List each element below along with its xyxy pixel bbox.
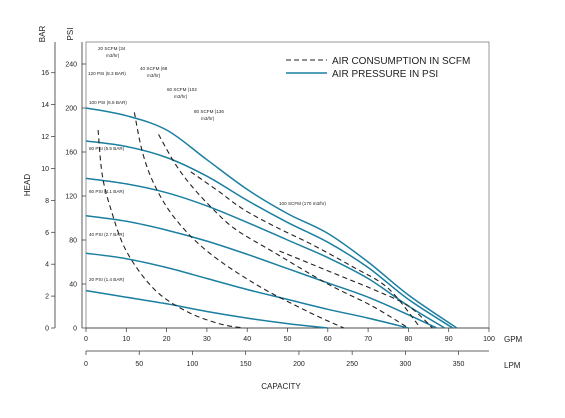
x-axis-unit-gpm: GPM <box>504 335 523 344</box>
air-consumption-curve-7 <box>133 112 345 329</box>
x2-tick-label: 350 <box>453 361 465 368</box>
y-psi-tick-label: 200 <box>65 106 77 113</box>
x-axis-title: CAPACITY <box>261 382 301 391</box>
y-bar-tick-label: 12 <box>41 134 49 141</box>
curve-label-line2: m3/hr) <box>106 53 120 58</box>
y-psi-tick-label: 40 <box>69 282 77 289</box>
curve-label: 20 PSI (1.4 BAR) <box>89 277 125 282</box>
y-bar-tick-label: 16 <box>41 70 49 77</box>
legend-label-air-pressure: AIR PRESSURE IN PSI <box>332 69 438 80</box>
curve-label: 100 PSI (6.8 BAR) <box>89 100 127 105</box>
x-tick-label: 70 <box>364 336 372 343</box>
y-bar-tick-label: 14 <box>41 102 49 109</box>
curve-label: 20 SCFM (34 <box>98 46 126 51</box>
x-tick-label: 50 <box>284 336 292 343</box>
y-axis-unit-bar: BAR <box>38 26 47 43</box>
legend-label-air-consumption: AIR CONSUMPTION IN SCFM <box>332 56 470 67</box>
air-consumption-curve-10 <box>279 250 433 329</box>
y-bar-tick-label: 0 <box>45 326 49 333</box>
x2-tick-label: 50 <box>135 361 143 368</box>
y-axis-unit-psi: PSI <box>66 28 75 41</box>
y-bar-tick-label: 4 <box>45 262 49 269</box>
y-bar-tick-label: 8 <box>45 198 49 205</box>
x2-tick-label: 150 <box>240 361 252 368</box>
x-tick-label: 40 <box>243 336 251 343</box>
y-bar-tick-label: 10 <box>41 166 49 173</box>
x-tick-label: 20 <box>163 336 171 343</box>
x-tick-label: 90 <box>445 336 453 343</box>
curve-label: 80 SCFM (136 <box>194 109 224 114</box>
left-axis <box>54 42 83 328</box>
curve-label: 40 PSI (2.7 BAR) <box>89 232 125 237</box>
air-pressure-curve-4 <box>85 140 454 329</box>
x-tick-label: 10 <box>122 336 130 343</box>
y-psi-tick-label: 120 <box>65 194 77 201</box>
curve-label-line2: m3/hr) <box>201 116 215 121</box>
air-pressure-curve-2 <box>85 215 437 329</box>
x2-tick-label: 300 <box>400 361 412 368</box>
curve-label-line2: m3/hr) <box>174 94 188 99</box>
y-bar-tick-label: 6 <box>45 230 49 237</box>
air-pressure-curve-5 <box>85 107 458 329</box>
x-tick-label: 60 <box>324 336 332 343</box>
curve-label: 80 PSI (5.5 BAR) <box>89 146 125 151</box>
curve-label: 60 PSI (4.1 BAR) <box>89 189 125 194</box>
air-pressure-curve-3 <box>85 177 446 329</box>
y-psi-tick-label: 0 <box>73 326 77 333</box>
air-pressure-curve-0 <box>85 289 328 329</box>
y-axis-title: HEAD <box>23 174 32 196</box>
legend: AIR CONSUMPTION IN SCFM AIR PRESSURE IN … <box>286 56 470 80</box>
x2-tick-label: 200 <box>293 361 305 368</box>
air-pressure-curve-1 <box>85 252 409 329</box>
x2-tick-label: 100 <box>187 361 199 368</box>
y-psi-tick-label: 160 <box>65 150 77 157</box>
y-psi-tick-label: 80 <box>69 238 77 245</box>
y-bar-tick-label: 2 <box>45 294 49 301</box>
x2-axis-unit-lpm: LPM <box>504 361 521 370</box>
x-tick-label: 0 <box>84 336 88 343</box>
x2-tick-label: 0 <box>84 361 88 368</box>
air-consumption-curve-9 <box>190 171 421 329</box>
curve-label-line2: m3/hr) <box>147 73 161 78</box>
x2-tick-label: 250 <box>346 361 358 368</box>
x-tick-label: 100 <box>483 336 495 343</box>
x-tick-label: 80 <box>405 336 413 343</box>
y-psi-tick-label: 240 <box>65 62 77 69</box>
air-consumption-curve-6 <box>97 129 244 329</box>
x-tick-label: 30 <box>203 336 211 343</box>
air-consumption-curve-8 <box>158 134 409 329</box>
curve-label: 40 SCFM (68 <box>140 66 168 71</box>
curve-label: 60 SCFM (102 <box>167 87 197 92</box>
curve-label: 100 SCFM (170 m3/hr) <box>279 201 326 206</box>
curve-label: 120 PSI (8.3 BAR) <box>88 71 126 76</box>
